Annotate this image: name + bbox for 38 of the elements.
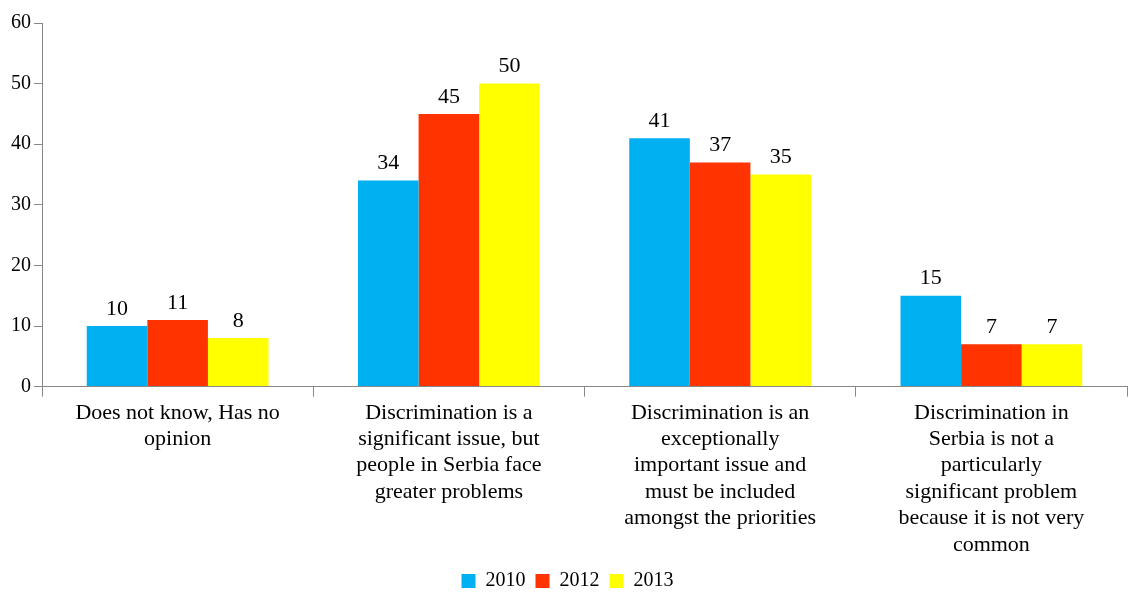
data-label: 50 [498, 52, 521, 78]
y-tick-label: 30 [11, 192, 31, 215]
data-label: 10 [106, 294, 129, 320]
bar [629, 138, 690, 387]
y-tick-label: 60 [11, 10, 31, 33]
y-tick-label: 0 [21, 373, 31, 396]
bar [900, 295, 962, 387]
bar [418, 113, 480, 387]
bar [961, 344, 1022, 387]
data-label: 37 [709, 131, 732, 157]
data-label: 45 [437, 82, 460, 108]
data-label: 7 [985, 312, 997, 338]
y-tick-label: 50 [11, 70, 31, 93]
bar [358, 180, 419, 387]
bar [750, 174, 811, 387]
data-label: 15 [919, 264, 942, 290]
legend-label: 2010 [485, 568, 526, 591]
data-label: 35 [769, 143, 792, 169]
bar [207, 338, 269, 387]
bar [1021, 344, 1083, 387]
y-tick-label: 40 [11, 131, 31, 154]
legend-label: 2013 [633, 568, 674, 591]
x-tick-label: Discrimination is a significant issue, but people in Serbia face greater problems [356, 398, 542, 503]
y-tick-label: 10 [11, 313, 31, 336]
bar [689, 162, 751, 387]
data-label: 34 [377, 149, 400, 175]
x-tick-label: Discrimination is an exceptionally important issue and must be included amongst the priorities [624, 398, 817, 530]
bar [147, 319, 208, 387]
x-tick-label: Does not know, Has no opinion [75, 398, 280, 450]
y-tick-label: 20 [11, 252, 31, 275]
data-label: 41 [648, 106, 671, 132]
bar [479, 83, 540, 387]
data-label: 11 [167, 288, 189, 314]
data-label: 8 [232, 306, 244, 332]
bar [86, 326, 148, 387]
data-label: 7 [1046, 312, 1058, 338]
legend-label: 2012 [559, 568, 600, 591]
x-tick-label: Discrimination in Serbia is not a particularly significant problem because it is not very common [898, 398, 1085, 556]
